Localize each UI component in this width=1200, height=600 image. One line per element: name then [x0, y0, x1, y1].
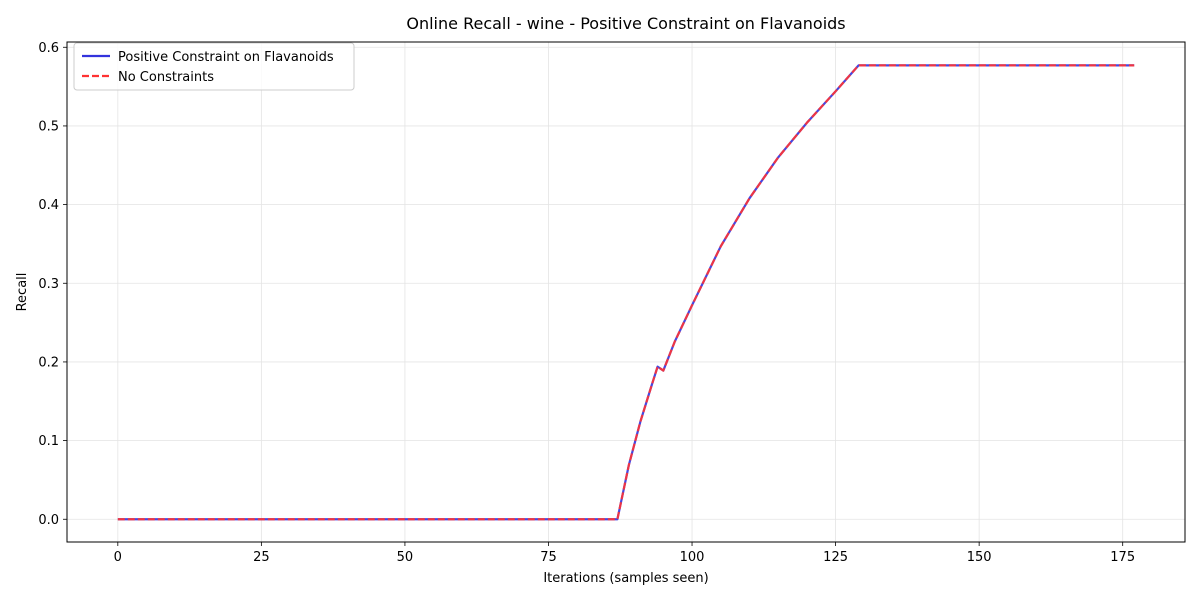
plot-frame: [66, 41, 1186, 543]
legend: Positive Constraint on Flavanoids No Con…: [73, 42, 355, 91]
y-axis-label: Recall: [15, 273, 30, 312]
legend-label-no-constraints: No Constraints: [118, 70, 214, 85]
x-tick-label: 125: [823, 550, 848, 565]
x-tick-label: 25: [253, 550, 270, 565]
x-tick-label: 175: [1110, 550, 1135, 565]
legend-box: [73, 42, 355, 91]
y-tick-label: 0.6: [38, 41, 59, 56]
x-tick-label: 50: [397, 550, 414, 565]
series-line-no-constraints: [117, 64, 1135, 521]
y-tick-label: 0.5: [38, 119, 59, 134]
x-tick-label: 100: [680, 550, 705, 565]
y-tick-label: 0.3: [38, 277, 59, 292]
x-tick-label: 75: [540, 550, 557, 565]
chart-title: Online Recall - wine - Positive Constrai…: [406, 14, 845, 33]
y-tick-label: 0.2: [38, 355, 59, 370]
series-lines: [117, 64, 1135, 521]
y-tick-label: 0.4: [38, 198, 59, 213]
y-tick-label: 0.0: [38, 513, 59, 528]
x-axis-label: Iterations (samples seen): [543, 571, 708, 586]
x-tick-label: 150: [967, 550, 992, 565]
axis-ticks: 0 25 50 75 100 125 150 175 0.0 0.1 0.2 0.3 0.4 0.5 0.6: [38, 41, 1135, 565]
y-tick-label: 0.1: [38, 434, 59, 449]
x-tick-label: 0: [114, 550, 122, 565]
legend-label-positive-constraint: Positive Constraint on Flavanoids: [118, 50, 334, 65]
